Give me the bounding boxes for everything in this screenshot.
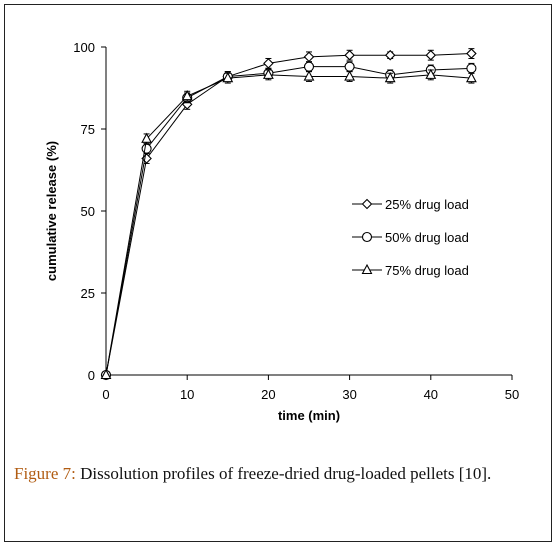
figure-caption: Figure 7: Dissolution profiles of freeze… (14, 462, 544, 486)
data-point (100, 368, 112, 380)
data-point (465, 71, 477, 83)
y-tick-label: 50 (81, 204, 95, 219)
x-tick-label: 20 (261, 387, 275, 402)
caption-label: Figure 7: (14, 464, 76, 483)
y-ticks: 0 25 50 75 100 (73, 40, 106, 383)
caption-text: Dissolution profiles of freeze-dried dru… (75, 464, 492, 483)
y-axis-title: cumulative release (%) (44, 141, 59, 281)
x-ticks: 0 10 20 30 40 50 (102, 375, 519, 402)
data-point (262, 68, 274, 79)
legend: 25% drug load 50% drug load 75% drug load (352, 197, 469, 278)
x-tick-label: 0 (102, 387, 109, 402)
x-tick-label: 40 (424, 387, 438, 402)
data-point (263, 58, 274, 69)
series-diamond (100, 48, 477, 381)
data-point (344, 70, 356, 81)
data-point (384, 71, 396, 83)
data-point (425, 68, 437, 79)
series-line (105, 53, 472, 376)
data-point (181, 90, 193, 101)
y-tick-label: 25 (81, 286, 95, 301)
legend-label: 25% drug load (385, 197, 469, 212)
data-point (425, 49, 437, 61)
x-tick-label: 10 (180, 387, 194, 402)
data-point (466, 48, 477, 59)
data-point (303, 70, 315, 81)
data-point (384, 49, 396, 61)
y-tick-label: 100 (73, 40, 95, 55)
legend-item: 75% drug load (352, 263, 469, 278)
y-tick-label: 75 (81, 122, 95, 137)
legend-label: 75% drug load (385, 263, 469, 278)
x-tick-label: 30 (342, 387, 356, 402)
legend-marker (361, 231, 373, 243)
series-circle (100, 61, 477, 381)
data-point (141, 143, 152, 154)
x-tick-label: 50 (505, 387, 519, 402)
y-tick-label: 0 (88, 368, 95, 383)
series-line (105, 74, 472, 376)
data-point (303, 61, 315, 72)
data-point (466, 63, 477, 74)
data-point (303, 51, 315, 63)
data-point (222, 71, 234, 83)
legend-label: 50% drug load (385, 230, 469, 245)
data-point (344, 49, 355, 61)
legend-marker (361, 263, 373, 275)
dissolution-chart: 0 10 20 30 40 50 0 25 50 75 100 25% drug load 50% … (44, 40, 519, 423)
x-axis-title: time (min) (278, 408, 340, 423)
series-triangle (100, 68, 477, 380)
series-line (105, 66, 472, 376)
legend-marker (361, 198, 373, 210)
series-layer (100, 48, 477, 381)
data-point (141, 132, 153, 143)
legend-item: 25% drug load (352, 197, 469, 212)
legend-item: 50% drug load (352, 230, 469, 245)
figure-frame (4, 4, 552, 542)
data-point (344, 61, 355, 72)
